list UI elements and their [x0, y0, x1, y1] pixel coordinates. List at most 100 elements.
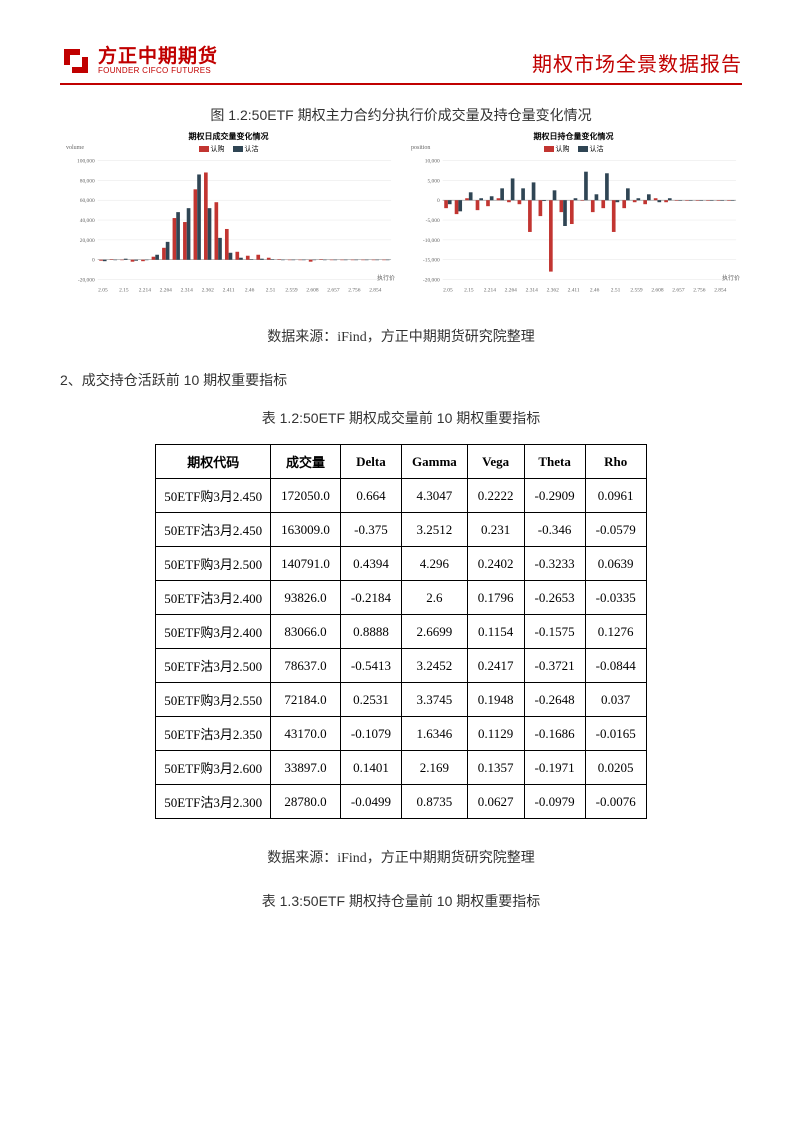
svg-text:2.46: 2.46: [590, 287, 600, 293]
table-cell: 50ETF沽3月2.300: [156, 785, 271, 819]
svg-text:20,000: 20,000: [80, 238, 95, 244]
table-cell: 0.2531: [340, 683, 401, 717]
svg-text:2.362: 2.362: [202, 287, 215, 293]
svg-text:10,000: 10,000: [425, 159, 440, 165]
table-header-cell: Delta: [340, 445, 401, 479]
table-cell: -0.346: [524, 513, 585, 547]
table-cell: 3.2512: [402, 513, 468, 547]
table-header-cell: Gamma: [402, 445, 468, 479]
svg-text:2.05: 2.05: [98, 287, 108, 293]
svg-text:2.657: 2.657: [672, 287, 685, 293]
svg-text:80,000: 80,000: [80, 178, 95, 184]
table-header-cell: 成交量: [271, 445, 341, 479]
logo: 方正中期期货 FOUNDER CIFCO FUTURES: [60, 45, 218, 77]
chart-position: 期权日持仓量变化情况 认购 认沽 position -20,000-15,000…: [405, 131, 742, 296]
table-cell: -0.2653: [524, 581, 585, 615]
svg-text:-5,000: -5,000: [426, 218, 440, 224]
report-title: 期权市场全景数据报告: [532, 48, 742, 77]
charts-row: 期权日成交量变化情况 认购 认沽 volume -20,000020,00040…: [60, 131, 742, 296]
svg-text:2.854: 2.854: [369, 287, 382, 293]
table-cell: 1.6346: [402, 717, 468, 751]
table-cell: 50ETF沽3月2.400: [156, 581, 271, 615]
table-header-cell: Theta: [524, 445, 585, 479]
table-cell: 2.169: [402, 751, 468, 785]
svg-text:60,000: 60,000: [80, 198, 95, 204]
legend-call-2: 认购: [556, 144, 570, 154]
table-cell: 50ETF沽3月2.500: [156, 649, 271, 683]
table-cell: -0.0076: [585, 785, 646, 819]
chart-position-ylabel: position: [411, 145, 430, 151]
table-cell: 163009.0: [271, 513, 341, 547]
table-cell: -0.1971: [524, 751, 585, 785]
table-cell: 0.8888: [340, 615, 401, 649]
svg-text:2.559: 2.559: [630, 287, 643, 293]
chart-volume-legend: 认购 认沽: [60, 144, 397, 154]
table-cell: 4.296: [402, 547, 468, 581]
svg-text:-10,000: -10,000: [423, 238, 440, 244]
table-cell: -0.0579: [585, 513, 646, 547]
table-cell: 50ETF沽3月2.450: [156, 513, 271, 547]
svg-text:2.15: 2.15: [464, 287, 474, 293]
svg-text:2.214: 2.214: [484, 287, 497, 293]
table-row: 50ETF沽3月2.50078637.0-0.54133.24520.2417-…: [156, 649, 646, 683]
table-cell: 0.0627: [467, 785, 524, 819]
chart-volume-ylabel: volume: [66, 145, 84, 151]
table-row: 50ETF购3月2.55072184.00.25313.37450.1948-0…: [156, 683, 646, 717]
table-cell: 72184.0: [271, 683, 341, 717]
svg-text:-20,000: -20,000: [423, 278, 440, 284]
table-cell: 0.8735: [402, 785, 468, 819]
legend-call: 认购: [211, 144, 225, 154]
table-cell: -0.0165: [585, 717, 646, 751]
svg-text:2.756: 2.756: [693, 287, 706, 293]
table-cell: -0.2909: [524, 479, 585, 513]
table-header-cell: 期权代码: [156, 445, 271, 479]
table-cell: 2.6699: [402, 615, 468, 649]
table-cell: 50ETF购3月2.550: [156, 683, 271, 717]
legend-put: 认沽: [245, 144, 259, 154]
table-cell: -0.1575: [524, 615, 585, 649]
table-cell: 50ETF购3月2.500: [156, 547, 271, 581]
table-cell: 0.0205: [585, 751, 646, 785]
table-cell: 33897.0: [271, 751, 341, 785]
svg-text:2.608: 2.608: [306, 287, 319, 293]
table-cell: 83066.0: [271, 615, 341, 649]
table-cell: 0.4394: [340, 547, 401, 581]
table-cell: 0.2417: [467, 649, 524, 683]
table-row: 50ETF购3月2.500140791.00.43944.2960.2402-0…: [156, 547, 646, 581]
chart-position-svg: -20,000-15,000-10,000-5,00005,00010,0002…: [405, 156, 742, 296]
svg-text:100,000: 100,000: [77, 159, 95, 165]
table-cell: -0.2648: [524, 683, 585, 717]
svg-text:5,000: 5,000: [427, 178, 440, 184]
svg-text:2.264: 2.264: [160, 287, 173, 293]
table-cell: 78637.0: [271, 649, 341, 683]
table-cell: 0.1401: [340, 751, 401, 785]
table-cell: 0.037: [585, 683, 646, 717]
table1-source: 数据来源：iFind，方正中期期货研究院整理: [60, 847, 742, 867]
table-cell: 0.0639: [585, 547, 646, 581]
svg-text:2.51: 2.51: [266, 287, 276, 293]
table-cell: 0.1129: [467, 717, 524, 751]
legend-put-2: 认沽: [590, 144, 604, 154]
svg-text:2.559: 2.559: [285, 287, 298, 293]
table-cell: -0.2184: [340, 581, 401, 615]
svg-text:2.608: 2.608: [651, 287, 664, 293]
chart-volume-xlabel: 执行价: [377, 273, 395, 282]
figure-source: 数据来源：iFind，方正中期期货研究院整理: [60, 326, 742, 346]
table-cell: 50ETF购3月2.400: [156, 615, 271, 649]
table-header-cell: Rho: [585, 445, 646, 479]
svg-text:2.214: 2.214: [139, 287, 152, 293]
svg-text:2.15: 2.15: [119, 287, 129, 293]
table-row: 50ETF沽3月2.35043170.0-0.10791.63460.1129-…: [156, 717, 646, 751]
table-cell: 50ETF沽3月2.350: [156, 717, 271, 751]
table-cell: 0.1276: [585, 615, 646, 649]
table-cell: -0.0335: [585, 581, 646, 615]
table-cell: 140791.0: [271, 547, 341, 581]
svg-text:40,000: 40,000: [80, 218, 95, 224]
svg-text:0: 0: [92, 258, 95, 264]
table-row: 50ETF沽3月2.30028780.0-0.04990.87350.0627-…: [156, 785, 646, 819]
table-cell: 28780.0: [271, 785, 341, 819]
svg-text:-15,000: -15,000: [423, 258, 440, 264]
table-row: 50ETF购3月2.450172050.00.6644.30470.2222-0…: [156, 479, 646, 513]
table-cell: -0.3233: [524, 547, 585, 581]
table-row: 50ETF购3月2.40083066.00.88882.66990.1154-0…: [156, 615, 646, 649]
